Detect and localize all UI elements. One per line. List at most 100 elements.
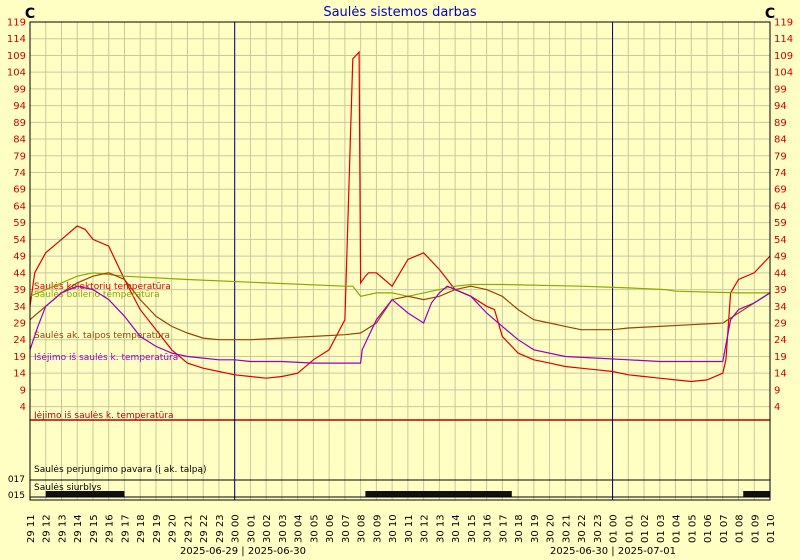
series-label: Saulės kolektorių temperatūra	[34, 282, 171, 292]
y-tick-label-right: 9	[774, 385, 780, 396]
day-label: 2025-06-30 | 2025-07-01	[550, 546, 676, 557]
y-tick-label-right: 99	[774, 84, 787, 95]
x-tick-label: 01 01	[624, 514, 635, 543]
y-tick-label-left: 99	[13, 84, 26, 95]
x-tick-label: 01 02	[640, 514, 651, 543]
digital-state-label: 015	[8, 491, 25, 501]
y-tick-label-right: 94	[774, 101, 787, 112]
series-label: Saulės boilerio temperatūra	[34, 290, 160, 300]
y-tick-label-right: 54	[774, 235, 787, 246]
y-tick-label-right: 39	[774, 285, 787, 296]
x-tick-label: 01 09	[750, 514, 761, 543]
x-tick-label: 29 16	[105, 514, 116, 543]
y-tick-label-left: 109	[7, 51, 26, 62]
y-tick-label-right: 64	[774, 201, 787, 212]
y-tick-label-left: 49	[13, 252, 26, 263]
y-tick-label-left: 69	[13, 185, 26, 196]
y-tick-label-right: 59	[774, 218, 787, 229]
x-tick-label: 30 01	[246, 514, 257, 543]
y-tick-label-right: 49	[774, 252, 787, 263]
x-tick-label: 01 05	[687, 514, 698, 543]
series-line	[29, 50, 771, 383]
chart-title: Saulės sistemos darbas	[323, 5, 477, 20]
x-tick-label: 01 06	[703, 514, 714, 543]
y-tick-label-right: 19	[774, 352, 787, 363]
x-tick-label: 30 03	[278, 514, 289, 543]
y-tick-label-left: 54	[13, 235, 26, 246]
y-tick-label-right: 14	[774, 369, 787, 380]
y-tick-label-left: 44	[13, 268, 26, 279]
series-label: Išėjimo iš saulės k. temperatūra	[34, 352, 178, 363]
x-tick-label: 29 11	[26, 514, 37, 543]
y-tick-label-left: 114	[7, 34, 26, 45]
y-tick-label-left: 89	[13, 118, 26, 129]
y-tick-label-left: 9	[20, 385, 26, 396]
x-tick-label: 01 03	[656, 514, 667, 543]
y-tick-label-right: 4	[774, 402, 780, 413]
x-tick-label: 30 12	[420, 514, 431, 543]
series-line	[29, 272, 770, 297]
x-tick-label: 29 17	[120, 514, 131, 543]
x-tick-label: 30 11	[404, 514, 415, 543]
digital-series-label: Saulės perjungimo pavara (į ak. talpą)	[34, 465, 206, 475]
x-tick-label: 30 05	[309, 514, 320, 543]
y-tick-label-right: 114	[774, 34, 793, 45]
x-tick-label: 30 06	[325, 514, 336, 543]
y-tick-label-left: 74	[13, 168, 26, 179]
y-tick-label-right: 34	[774, 302, 787, 313]
x-tick-label: 30 16	[483, 514, 494, 543]
y-tick-label-left: 24	[13, 335, 26, 346]
x-tick-label: 01 10	[766, 514, 777, 543]
x-tick-label: 30 23	[593, 514, 604, 543]
plot-border	[29, 21, 771, 501]
x-tick-label: 30 17	[498, 514, 509, 543]
x-tick-label: 29 13	[57, 514, 68, 543]
x-tick-label: 30 04	[294, 514, 305, 543]
x-tick-label: 30 21	[561, 514, 572, 543]
x-tick-label: 30 00	[231, 514, 242, 543]
labels-layer: Saulės sistemos darbas C C	[25, 5, 775, 22]
x-tick-label: 01 08	[735, 514, 746, 543]
x-tick-label: 30 07	[341, 514, 352, 543]
y-tick-label-left: 104	[7, 68, 26, 79]
x-tick-label: 01 04	[672, 514, 683, 543]
digital-series-label: Saulės siurblys	[34, 483, 102, 493]
y-tick-label-right: 89	[774, 118, 787, 129]
x-tick-label: 29 20	[168, 514, 179, 543]
x-tick-label: 30 19	[530, 514, 541, 543]
x-tick-label: 30 09	[372, 514, 383, 543]
x-tick-label: 30 18	[514, 514, 525, 543]
x-tick-label: 29 18	[136, 514, 147, 543]
x-tick-label: 30 14	[451, 514, 462, 543]
x-tick-label: 01 07	[719, 514, 730, 543]
day-label: 2025-06-29 | 2025-06-30	[180, 546, 306, 557]
plot-frame	[29, 21, 771, 501]
y-tick-label-right: 74	[774, 168, 787, 179]
x-tick-label: 30 20	[546, 514, 557, 543]
y-tick-label-left: 59	[13, 218, 26, 229]
x-tick-label: 29 15	[89, 514, 100, 543]
y-tick-label-right: 29	[774, 319, 787, 330]
y-tick-label-right: 24	[774, 335, 787, 346]
pump-on-interval	[743, 491, 770, 497]
unit-label-left: C	[25, 6, 35, 22]
x-tick-label: 29 23	[215, 514, 226, 543]
x-tick-label: 30 10	[388, 514, 399, 543]
digital-layer: Saulės perjungimo pavara (į ak. talpą) 01…	[8, 465, 770, 501]
y-tick-label-left: 39	[13, 285, 26, 296]
series-label: Saulės ak. talpos temperatūra	[34, 331, 170, 341]
y-tick-label-left: 79	[13, 151, 26, 162]
y-tick-label-left: 94	[13, 101, 26, 112]
y-tick-label-right: 69	[774, 185, 787, 196]
y-tick-label-right: 79	[774, 151, 787, 162]
x-tick-label: 29 14	[73, 514, 84, 543]
y-tick-label-right: 104	[774, 68, 793, 79]
x-tick-label: 29 22	[199, 514, 210, 543]
x-tick-label: 30 08	[357, 514, 368, 543]
y-tick-label-left: 34	[13, 302, 26, 313]
x-tick-label: 30 02	[262, 514, 273, 543]
y-tick-label-left: 4	[20, 402, 26, 413]
x-tick-label: 01 00	[609, 514, 620, 543]
